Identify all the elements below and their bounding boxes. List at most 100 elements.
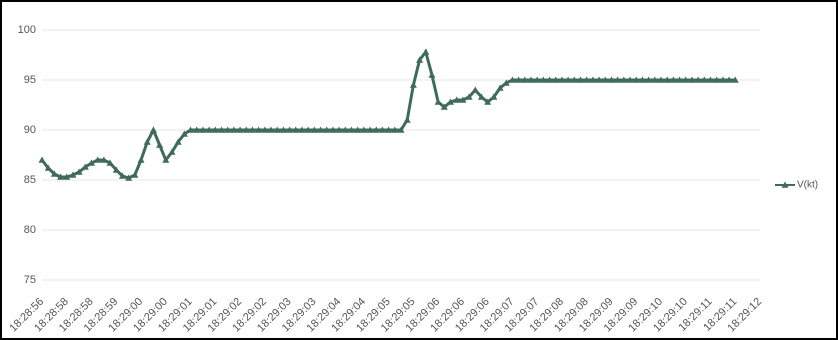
marker [465,93,473,100]
marker [490,93,498,100]
marker [385,126,393,133]
marker [304,126,312,133]
marker [199,126,207,133]
marker [310,126,318,133]
marker [248,126,256,133]
marker [688,76,696,83]
marker [81,163,89,170]
marker [273,126,281,133]
marker [125,174,133,181]
y-tick-label: 100 [18,24,36,36]
marker [211,126,219,133]
marker [558,76,566,83]
marker [409,81,417,88]
marker [552,76,560,83]
marker [335,126,343,133]
marker [706,76,714,83]
marker [230,126,238,133]
marker [719,76,727,83]
marker [539,76,547,83]
marker [626,76,634,83]
marker [731,76,739,83]
marker [149,126,157,133]
marker [607,76,615,83]
marker [143,138,151,145]
marker [422,48,430,55]
marker [638,76,646,83]
y-tick-label: 75 [24,274,36,286]
marker [508,76,516,83]
marker [38,156,46,163]
marker [725,76,733,83]
marker [477,93,485,100]
marker [589,76,597,83]
legend-marker [781,181,789,188]
marker [205,126,213,133]
marker [267,126,275,133]
marker [372,126,380,133]
marker [279,126,287,133]
marker [564,76,572,83]
marker [57,173,65,180]
marker [583,76,591,83]
marker [187,126,195,133]
marker [546,76,554,83]
marker [453,96,461,103]
marker [459,96,467,103]
marker [242,126,250,133]
marker [521,76,529,83]
marker [180,130,188,137]
marker [236,126,244,133]
marker [69,171,77,178]
marker [174,138,182,145]
marker [88,159,96,166]
marker [434,98,442,105]
marker [298,126,306,133]
marker [50,170,58,177]
marker [366,126,374,133]
y-tick-label: 90 [24,124,36,136]
marker [440,103,448,110]
marker [570,76,578,83]
y-tick-label: 85 [24,174,36,186]
marker [354,126,362,133]
marker [329,126,337,133]
marker [378,126,386,133]
marker [484,98,492,105]
marker [447,98,455,105]
y-tick-label: 80 [24,224,36,236]
marker [657,76,665,83]
marker [614,76,622,83]
marker [317,126,325,133]
marker [700,76,708,83]
marker [347,126,355,133]
marker [645,76,653,83]
marker [341,126,349,133]
marker [261,126,269,133]
marker [44,164,52,171]
marker [106,159,114,166]
marker [112,166,120,173]
legend-label: V(kt) [797,180,818,191]
marker [471,86,479,93]
marker [255,126,263,133]
marker [94,156,102,163]
marker [403,116,411,123]
marker [118,172,126,179]
marker [137,156,145,163]
marker [193,126,201,133]
marker [100,156,108,163]
marker [515,76,523,83]
marker [577,76,584,83]
marker [218,126,225,133]
marker [224,126,232,133]
marker [651,76,659,83]
marker [323,126,331,133]
marker [75,168,83,175]
marker [63,173,71,180]
marker [360,126,368,133]
marker [131,171,139,178]
marker [391,126,399,133]
